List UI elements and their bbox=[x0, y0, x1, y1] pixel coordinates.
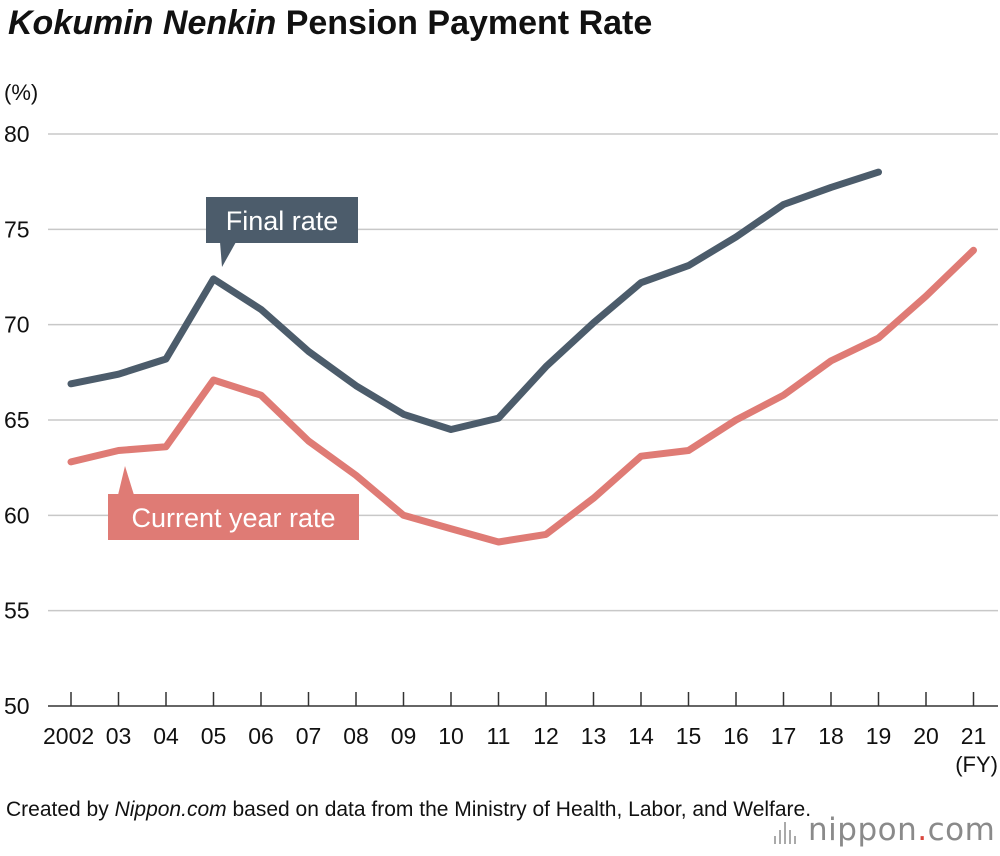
x-tick-label: 20 bbox=[913, 723, 939, 749]
line-chart: (%) (FY) 50 55 60 65 70 75 80 2002 03 04 05 06 07 08… bbox=[4, 80, 998, 777]
x-tick-label: 2002 bbox=[43, 723, 94, 749]
y-tick-label: 75 bbox=[4, 216, 30, 242]
logo-text: nippon.com bbox=[808, 812, 995, 848]
x-tick-label: 09 bbox=[391, 723, 417, 749]
final-rate-callout-box bbox=[206, 197, 358, 243]
y-tick-label: 60 bbox=[4, 502, 30, 528]
current-rate-callout-pointer bbox=[118, 466, 134, 495]
x-tick-label: 07 bbox=[296, 723, 322, 749]
source-suffix: based on data from the Ministry of Healt… bbox=[226, 798, 812, 821]
x-tick-label: 03 bbox=[106, 723, 132, 749]
source-note: Created by Nippon.com based on data from… bbox=[6, 795, 811, 825]
x-tick-label: 14 bbox=[628, 723, 654, 749]
final-rate-line bbox=[67, 168, 882, 433]
logo-name: nippon bbox=[808, 812, 918, 848]
x-tick-label: 21 bbox=[961, 723, 987, 749]
current-rate-callout-box bbox=[108, 494, 359, 540]
y-axis-unit: (%) bbox=[4, 80, 38, 105]
x-tick-label: 05 bbox=[201, 723, 227, 749]
x-tick-label: 15 bbox=[676, 723, 702, 749]
source-name: Nippon.com bbox=[114, 798, 227, 821]
x-tick-label: 19 bbox=[866, 723, 892, 749]
x-ticks: 2002 03 04 05 06 07 08 09 10 11 12 13 14 15 16 17 18 19 20… bbox=[43, 692, 986, 749]
x-tick-label: 17 bbox=[771, 723, 797, 749]
y-tick-label: 55 bbox=[4, 598, 30, 624]
logo-tld: com bbox=[927, 812, 996, 848]
final-rate-callout-pointer bbox=[220, 242, 236, 267]
x-tick-label: 16 bbox=[723, 723, 749, 749]
title-italic: Kokumin Nenkin bbox=[8, 4, 277, 42]
x-axis-unit: (FY) bbox=[955, 752, 998, 777]
chart-title: Kokumin Nenkin Pension Payment Rate bbox=[8, 4, 652, 43]
x-tick-label: 04 bbox=[153, 723, 179, 749]
x-tick-label: 11 bbox=[487, 723, 511, 749]
x-tick-label: 06 bbox=[248, 723, 274, 749]
x-tick-label: 08 bbox=[343, 723, 369, 749]
y-tick-labels: 50 55 60 65 70 75 80 bbox=[4, 121, 30, 719]
source-prefix: Created by bbox=[6, 798, 115, 821]
x-tick-label: 12 bbox=[533, 723, 559, 749]
x-tick-label: 10 bbox=[438, 723, 464, 749]
series-lines bbox=[67, 168, 977, 546]
y-tick-label: 70 bbox=[4, 312, 30, 338]
final-rate-label: Final rate bbox=[226, 206, 339, 236]
gridlines bbox=[48, 133, 998, 707]
y-tick-label: 80 bbox=[4, 121, 30, 147]
x-tick-label: 18 bbox=[818, 723, 844, 749]
series-labels: Final rate Current year rate bbox=[108, 197, 359, 540]
current-year-rate-line bbox=[67, 246, 977, 546]
y-tick-label: 50 bbox=[4, 693, 30, 719]
x-tick-label: 13 bbox=[581, 723, 607, 749]
title-rest: Pension Payment Rate bbox=[285, 4, 653, 42]
logo-bars-icon bbox=[774, 822, 800, 844]
logo-dot: . bbox=[917, 812, 928, 848]
current-year-rate-label: Current year rate bbox=[131, 503, 335, 533]
y-tick-label: 65 bbox=[4, 407, 30, 433]
